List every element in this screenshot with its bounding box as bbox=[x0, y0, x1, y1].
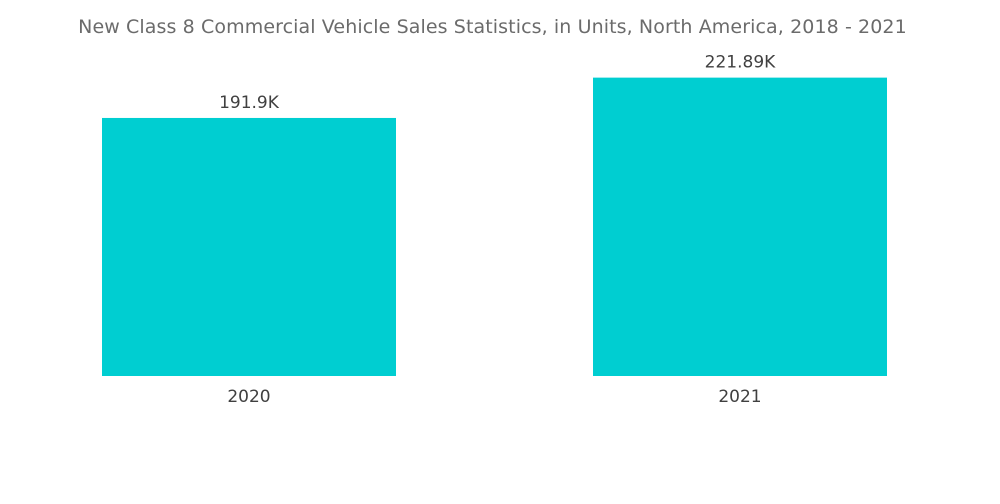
bar-2020 bbox=[102, 117, 396, 376]
bar-value-label-2020: 191.9K bbox=[219, 93, 280, 113]
category-label-2020: 2020 bbox=[227, 387, 270, 407]
bar-value-label-2021: 221.89K bbox=[705, 53, 776, 73]
category-label-2021: 2021 bbox=[718, 387, 761, 407]
bar-2021 bbox=[593, 77, 887, 376]
chart-title: New Class 8 Commercial Vehicle Sales Sta… bbox=[78, 16, 907, 38]
bars-layer: 191.9K 2020 221.89K 2021 bbox=[102, 53, 887, 407]
